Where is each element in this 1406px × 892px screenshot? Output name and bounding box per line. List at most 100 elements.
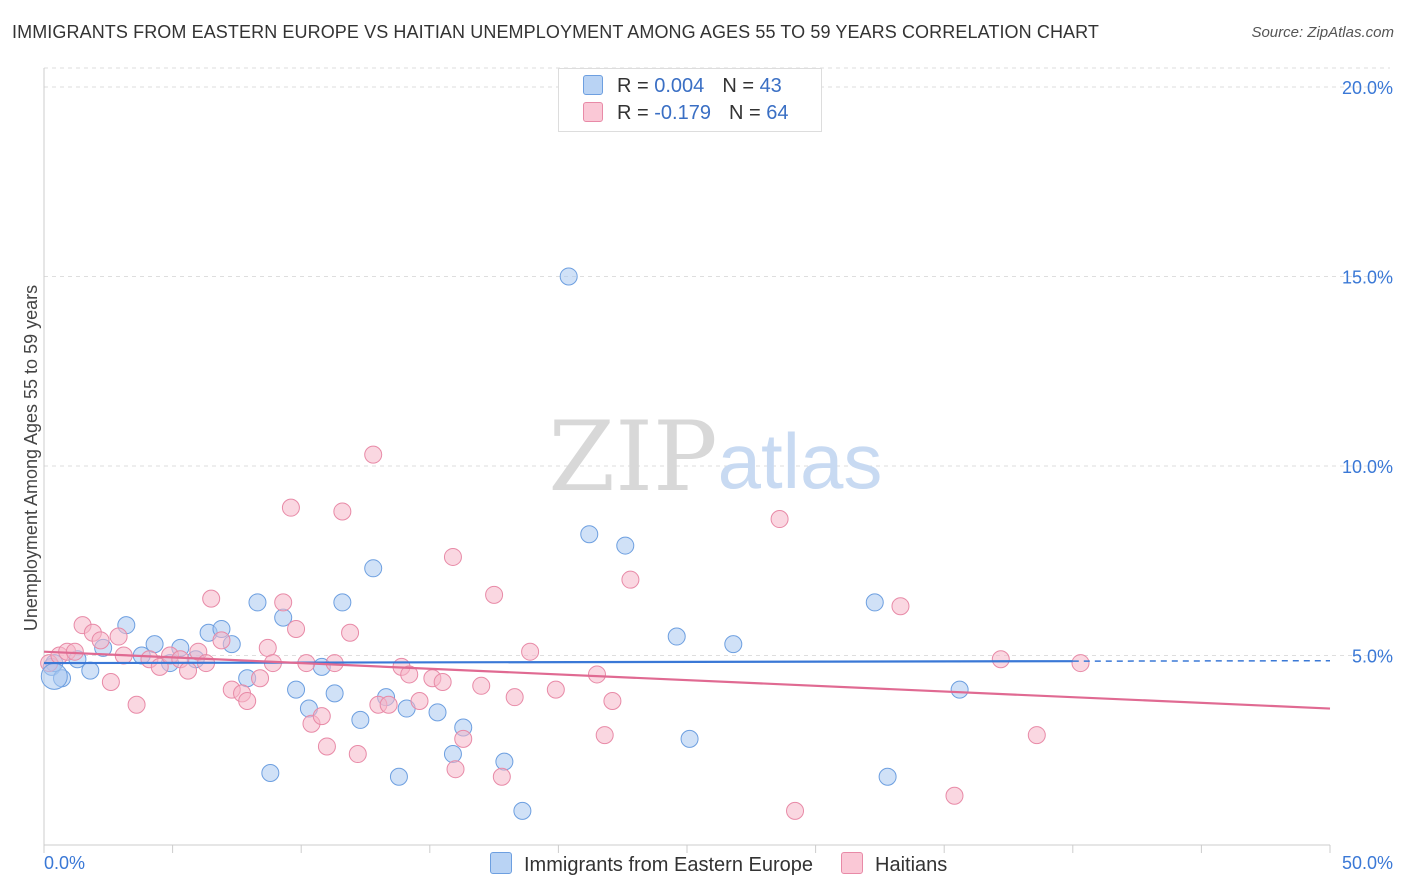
haitians-point [281, 498, 300, 517]
haitians-point [212, 631, 231, 650]
haitians-point [109, 627, 128, 646]
eastern-europe-point [261, 763, 280, 782]
haitians-point [443, 547, 462, 566]
x-tick-label: 50.0% [1342, 853, 1393, 873]
source-label: Source: ZipAtlas.com [1251, 24, 1394, 41]
legend-label: Haitians [875, 854, 948, 876]
eastern-europe-point [667, 627, 686, 646]
haitians-point [485, 585, 504, 604]
haitians-point [1071, 654, 1090, 673]
haitians-point [991, 650, 1010, 669]
haitians-point [505, 688, 524, 707]
legend-swatch-haitians [841, 852, 863, 874]
eastern-europe-point [351, 710, 370, 729]
haitians-point [446, 760, 465, 779]
haitians-point [410, 691, 429, 710]
points-layer [40, 267, 1090, 820]
legend-label: Immigrants from Eastern Europe [524, 854, 813, 876]
haitians-point [274, 593, 293, 612]
haitians-point [202, 589, 221, 608]
legend-n-value: 43 [759, 75, 782, 97]
y-axis-label: Unemployment Among Ages 55 to 59 years [21, 285, 41, 631]
haitians-trendline [43, 650, 1331, 710]
watermark-zip: ZIP [548, 401, 717, 513]
eastern-europe-point [495, 752, 514, 771]
legend-r-value: -0.179 [654, 102, 711, 124]
legend-n-label: N = [728, 102, 767, 124]
haitians-point [433, 673, 452, 692]
haitians-point [317, 737, 336, 756]
eastern-europe-point [364, 559, 383, 578]
legend-swatch-eastern-europe [583, 75, 603, 95]
correlation-legend: R = 0.004 N = 43 R = -0.179 N = 64 [558, 68, 822, 132]
eastern-europe-point [878, 767, 897, 786]
haitians-point [1027, 726, 1046, 745]
haitians-point [287, 619, 306, 638]
legend-row-haitians: R = -0.179 N = 64 [583, 102, 788, 126]
eastern-europe-point [724, 635, 743, 654]
haitians-point [521, 642, 540, 661]
haitians-point [454, 729, 473, 748]
eastern-europe-point [333, 593, 352, 612]
eastern-europe-point [680, 729, 699, 748]
bottom-legend-eastern-europe[interactable]: Immigrants from Eastern Europe [490, 852, 813, 877]
haitians-point [595, 726, 614, 745]
legend-n-label: N = [722, 75, 760, 97]
haitians-point [333, 502, 352, 521]
haitians-point [364, 445, 383, 464]
eastern-europe-point [513, 801, 532, 820]
labels-layer: 5.0% 10.0% 15.0% 20.0% 0.0% 50.0% [44, 78, 1393, 873]
haitians-point [587, 665, 606, 684]
haitians-point [379, 695, 398, 714]
chart-title: IMMIGRANTS FROM EASTERN EUROPE VS HAITIA… [12, 22, 1100, 42]
eastern-europe-point [81, 661, 100, 680]
haitians-point [91, 631, 110, 650]
legend-r-label: R = [617, 75, 655, 97]
eastern-europe-point [443, 745, 462, 764]
haitians-point [251, 669, 270, 688]
eastern-europe-point [287, 680, 306, 699]
eastern-europe-point [389, 767, 408, 786]
eastern-europe-trendline [43, 660, 1073, 665]
eastern-europe-point [616, 536, 635, 555]
haitians-point [127, 695, 146, 714]
legend-r-value: 0.004 [654, 75, 705, 97]
legend-swatch-eastern-europe [490, 852, 512, 874]
haitians-point [492, 767, 511, 786]
y-tick-label: 10.0% [1342, 457, 1393, 477]
y-tick-label: 15.0% [1342, 267, 1393, 287]
eastern-europe-point [248, 593, 267, 612]
haitians-point [258, 638, 277, 657]
haitians-point [179, 661, 198, 680]
haitians-point [786, 801, 805, 820]
haitians-point [238, 691, 257, 710]
watermark-atlas: atlas [718, 417, 883, 505]
legend-n-value: 64 [766, 102, 789, 124]
eastern-europe-point [865, 593, 884, 612]
haitians-point [546, 680, 565, 699]
haitians-point [341, 623, 360, 642]
haitians-point [312, 707, 331, 726]
haitians-point [621, 570, 640, 589]
haitians-point [101, 673, 120, 692]
y-tick-label: 5.0% [1352, 646, 1393, 666]
axes-layer [43, 68, 1331, 853]
eastern-europe-point [559, 267, 578, 286]
bottom-legend-haitians[interactable]: Haitians [841, 852, 947, 877]
legend-r-label: R = [617, 102, 655, 124]
trend-layer [43, 650, 1331, 710]
haitians-point [770, 510, 789, 529]
eastern-europe-point [325, 684, 344, 703]
haitians-point [348, 745, 367, 764]
eastern-europe-point [145, 635, 164, 654]
haitians-point [400, 665, 419, 684]
haitians-point [891, 597, 910, 616]
haitians-point [945, 786, 964, 805]
legend-swatch-haitians [583, 102, 603, 122]
eastern-europe-point [428, 703, 447, 722]
x-tick-label: 0.0% [44, 853, 85, 873]
haitians-point [603, 691, 622, 710]
haitians-point [65, 642, 84, 661]
watermark: ZIP atlas [548, 401, 882, 513]
